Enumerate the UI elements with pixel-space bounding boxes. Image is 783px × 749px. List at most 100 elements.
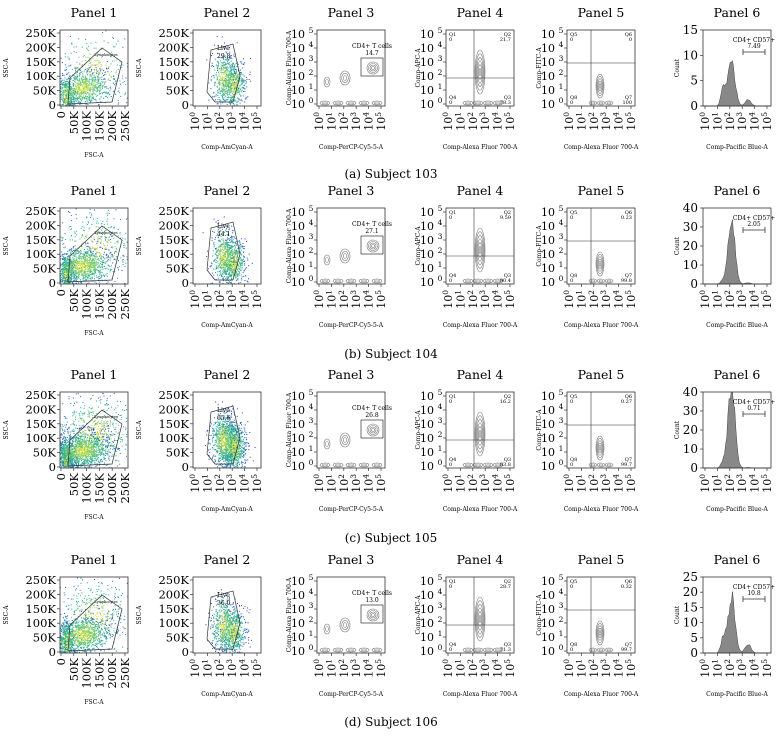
row1-p1-point	[117, 90, 119, 92]
row1-p2-point	[220, 90, 222, 92]
row1-p1-point	[103, 78, 105, 80]
row1-p1-point	[66, 106, 67, 107]
row2-p1-point	[100, 242, 102, 244]
row2-p1-point	[62, 261, 64, 263]
row2-p2-point	[228, 260, 229, 262]
row1-p2-point	[217, 65, 219, 67]
row1-p2-point	[226, 70, 228, 71]
row1-p1-point	[91, 69, 93, 71]
row2-p1-point	[89, 266, 91, 267]
row2-p1-point	[81, 257, 83, 259]
row1-p3-ytick-label: 10	[291, 42, 305, 55]
row2-p1-point	[68, 268, 69, 270]
row1-p1-point	[149, 56, 150, 57]
row2-p1-point	[78, 252, 79, 254]
row2-p2-point	[240, 264, 241, 266]
row2-p1-point	[71, 260, 73, 262]
row1-p2-point	[230, 75, 232, 77]
row1-p1-point	[84, 81, 86, 83]
row2-p1-point	[65, 271, 67, 273]
row2-p1-point	[100, 256, 102, 258]
row2-p1-point	[70, 261, 72, 263]
row2-p2-point	[237, 274, 238, 276]
row1-p1-point	[66, 94, 68, 96]
row1-p1-point	[78, 101, 80, 103]
row1-p2-point	[235, 86, 237, 88]
row2-p1-point	[70, 261, 72, 263]
row2-p2-point	[232, 265, 234, 267]
row2-p1-point	[105, 253, 107, 255]
row1-p1-point	[79, 63, 81, 65]
row2-p1-point	[61, 281, 63, 283]
row2-p2-point	[237, 268, 239, 270]
row1-p1-point	[65, 107, 66, 108]
row2-p1-point	[62, 238, 64, 240]
row1-p2-point	[234, 108, 235, 109]
row1-p1-point	[70, 92, 71, 94]
row1-p2-point	[230, 71, 232, 73]
row1-p1-point	[109, 74, 110, 76]
row1-p1-point	[135, 43, 136, 44]
row2-p1-point	[114, 242, 116, 244]
row1-p1-point	[112, 82, 114, 84]
row1-p2-point	[220, 60, 221, 62]
row1-p5-xtick-exp: 0	[562, 112, 571, 117]
row2-p1-point	[67, 270, 68, 272]
row1-p2-point	[234, 99, 236, 101]
row1-p2-point	[237, 84, 239, 86]
row1-p2-point	[231, 97, 233, 99]
row2-p1-point	[63, 257, 65, 259]
row1-p3-contour	[358, 100, 370, 106]
row1-p1-point	[61, 83, 63, 85]
row1-p1-point	[58, 99, 59, 100]
row1-p1-point	[68, 81, 69, 83]
row1-p1-point	[80, 82, 82, 83]
row1-p2-point	[239, 102, 241, 104]
row2-p2-point	[239, 272, 241, 274]
row1-p2-point	[222, 78, 224, 80]
row2-p1-point	[90, 258, 91, 260]
row1-p1-point	[93, 81, 95, 83]
row1-p2-point	[218, 91, 220, 93]
row1-p1-point	[65, 86, 67, 88]
row1-p2-point	[221, 65, 223, 67]
row2-p1-point	[67, 280, 69, 281]
row1-p5-ytick-base: 10	[541, 28, 555, 41]
row2-p2-point	[233, 245, 235, 247]
row2-p1-point	[64, 281, 66, 282]
row1-p1-point	[69, 94, 71, 96]
row2-p1-frame	[59, 207, 129, 285]
row1-p2-point	[231, 76, 233, 77]
row1-p1-point	[68, 59, 70, 61]
row2-p1-point	[72, 286, 73, 287]
row1-p1-point	[78, 84, 80, 86]
row1-p1-point	[69, 100, 71, 102]
row1-p2-point	[222, 81, 224, 83]
row1-p1-point	[93, 87, 95, 89]
row1-p1-point	[112, 38, 114, 39]
row1-p1-point	[101, 86, 103, 88]
row2-p1-point	[80, 255, 82, 257]
row2-p1-point	[88, 274, 90, 275]
row1-p1-point	[79, 73, 81, 74]
row1-p1-point	[93, 76, 95, 78]
row2-p1-point	[93, 263, 95, 265]
row1-p1-point	[85, 90, 87, 92]
row2-p1-point	[101, 227, 103, 229]
row2-p1-point	[62, 237, 64, 238]
row1-p1-point	[87, 83, 88, 85]
row1-p2-point	[234, 77, 236, 79]
row2-p1-point	[116, 247, 117, 249]
row2-p1-point	[84, 258, 86, 260]
row2-p2-point	[228, 272, 229, 274]
row2-p1-point	[83, 260, 85, 262]
row2-p1-point	[80, 258, 82, 260]
row1-p1-point	[61, 93, 63, 95]
row1-p5-contour	[597, 78, 603, 94]
row2-p2-point	[239, 240, 240, 242]
row2-p1-point	[88, 249, 90, 251]
row1-p1-point	[91, 75, 93, 77]
row1-p2-point	[218, 75, 220, 77]
row1-p2-point	[231, 93, 233, 95]
row1-p2-point	[216, 76, 218, 78]
